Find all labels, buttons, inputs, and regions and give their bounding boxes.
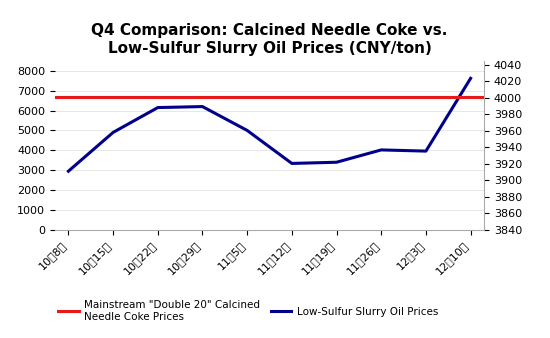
- Legend: Mainstream "Double 20" Calcined
Needle Coke Prices, Low-Sulfur Slurry Oil Prices: Mainstream "Double 20" Calcined Needle C…: [54, 296, 442, 326]
- Title: Q4 Comparison: Calcined Needle Coke vs.
Low-Sulfur Slurry Oil Prices (CNY/ton): Q4 Comparison: Calcined Needle Coke vs. …: [91, 23, 448, 55]
